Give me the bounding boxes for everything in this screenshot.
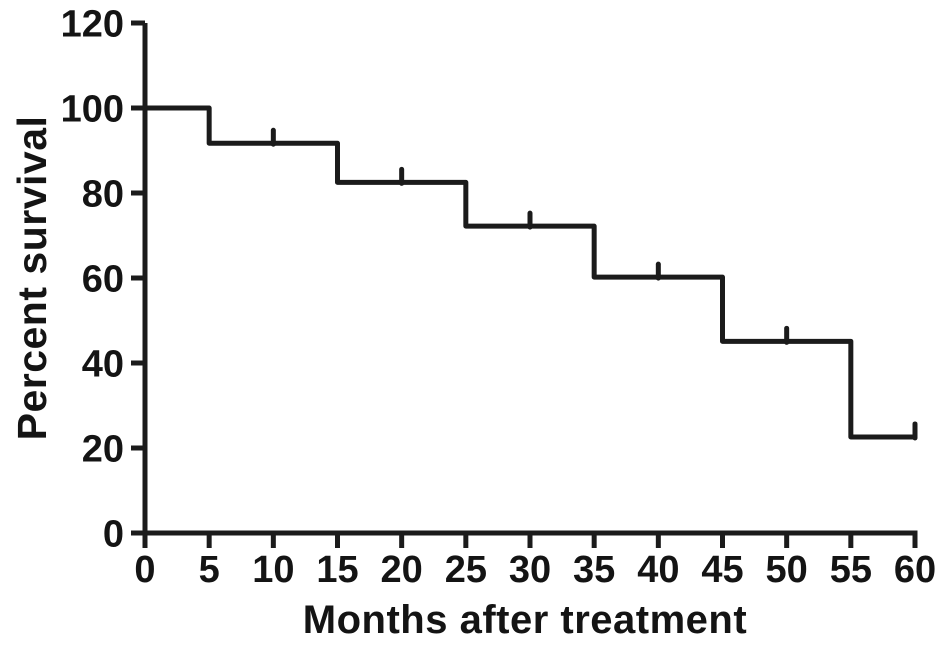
x-axis-tick-label: 50 <box>766 549 808 591</box>
y-axis-tick-label: 80 <box>82 174 124 216</box>
x-axis-tick-label: 45 <box>701 549 743 591</box>
x-axis-tick-label: 40 <box>637 549 679 591</box>
x-axis-tick-label: 10 <box>252 549 294 591</box>
x-axis-title: Months after treatment <box>302 598 748 642</box>
x-axis-tick-label: 30 <box>509 549 551 591</box>
x-axis-tick-label: 5 <box>199 549 220 591</box>
x-axis-tick-label: 25 <box>445 549 487 591</box>
y-axis-tick-label: 0 <box>103 514 124 556</box>
survival-step-curve <box>145 105 915 440</box>
x-axis-tick-label: 55 <box>830 549 872 591</box>
y-axis-title: Percent survival <box>9 115 55 441</box>
y-axis-tick-label: 100 <box>61 89 124 131</box>
x-axis-tick-label: 35 <box>573 549 615 591</box>
x-axis-tick-label: 0 <box>134 549 155 591</box>
x-axis-tick-label: 20 <box>381 549 423 591</box>
y-axis-tick-label: 20 <box>82 429 124 471</box>
y-axis-tick-label: 60 <box>82 259 124 301</box>
y-axis-tick-label: 40 <box>82 344 124 386</box>
x-axis-tick-label: 60 <box>894 549 936 591</box>
x-axis-tick-label: 15 <box>316 549 358 591</box>
y-axis-tick-label: 120 <box>61 4 124 46</box>
